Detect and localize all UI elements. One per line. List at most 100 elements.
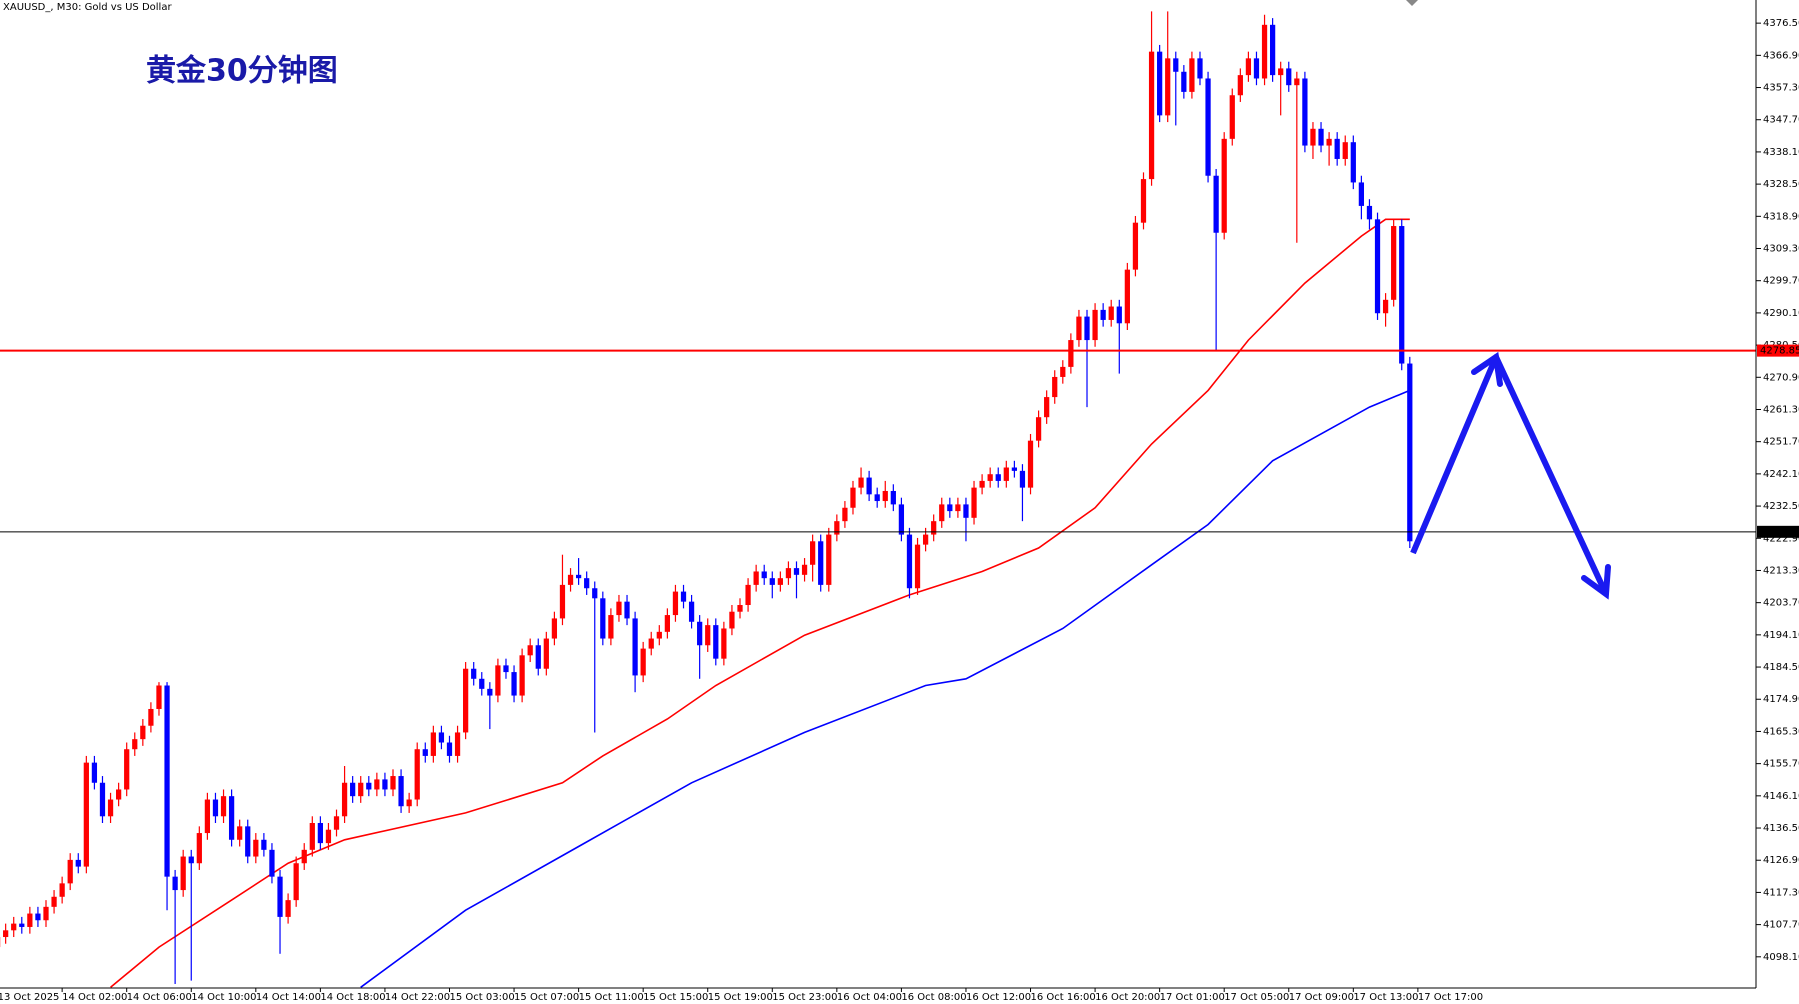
- candle-body: [1407, 363, 1413, 542]
- candle-body: [237, 826, 243, 840]
- y-tick-label: 4126.90: [1763, 855, 1799, 866]
- candle-body: [931, 521, 937, 535]
- candle-body: [519, 655, 525, 696]
- candle-body: [325, 829, 332, 844]
- candle-body: [1374, 219, 1381, 314]
- candle-body: [180, 856, 186, 891]
- x-tick-label: 16 Oct 20:00: [1095, 992, 1160, 1003]
- x-tick-label: 15 Oct 11:00: [579, 992, 644, 1003]
- chart-title: 黄金30分钟图: [146, 54, 338, 89]
- candle-body: [11, 923, 17, 931]
- candle-body: [906, 534, 913, 589]
- x-tick-label: 16 Oct 08:00: [901, 992, 966, 1003]
- candle-body: [1108, 306, 1114, 320]
- candle-body: [874, 494, 880, 502]
- candle-body: [922, 534, 929, 545]
- candle-body: [1132, 222, 1139, 270]
- x-tick-label: 15 Oct 15:00: [643, 992, 708, 1003]
- candle-body: [1278, 68, 1284, 76]
- candle-body: [1382, 299, 1389, 314]
- candle-body: [575, 574, 582, 579]
- x-tick-label: 17 Oct 05:00: [1224, 992, 1289, 1003]
- candle-body: [1286, 68, 1292, 86]
- x-tick-label: 17 Oct 17:00: [1418, 992, 1483, 1003]
- candle-body: [285, 900, 291, 917]
- candle-body: [1269, 24, 1276, 76]
- candle-body: [1157, 51, 1163, 116]
- candle-body: [1318, 128, 1324, 146]
- candle-body: [777, 578, 783, 585]
- candle-body: [35, 913, 41, 921]
- candle-body: [801, 564, 808, 575]
- arrow-head: [1471, 351, 1503, 387]
- candle-body: [132, 739, 138, 750]
- candle-body: [1124, 269, 1130, 324]
- candle-body: [1366, 205, 1373, 220]
- y-tick-label: 4222.90: [1763, 533, 1799, 544]
- candle-body: [1205, 78, 1211, 176]
- candle-body: [204, 799, 211, 834]
- candle-body: [842, 507, 848, 522]
- y-tick-label: 4328.50: [1763, 179, 1799, 190]
- candle-body: [914, 544, 921, 589]
- candle-body: [1350, 142, 1356, 183]
- candle-body: [656, 631, 662, 639]
- x-tick-label: 14 Oct 18:00: [320, 992, 385, 1003]
- candle-body: [511, 672, 517, 696]
- candle-body: [317, 822, 323, 844]
- candle-body: [826, 534, 832, 585]
- candle-body: [1140, 179, 1147, 223]
- candle-body: [680, 591, 687, 602]
- candle-body: [99, 782, 106, 817]
- candle-body: [1399, 226, 1405, 364]
- candle-body: [592, 588, 598, 599]
- y-tick-label: 4098.10: [1763, 952, 1799, 963]
- candle-body: [1116, 306, 1122, 324]
- candle-body: [1253, 58, 1260, 79]
- candle-body: [858, 477, 864, 488]
- price-label: 4278.85: [1760, 346, 1799, 357]
- candle-body: [374, 779, 380, 790]
- x-tick-label: 15 Oct 19:00: [708, 992, 773, 1003]
- arrow-head: [1581, 564, 1611, 600]
- y-tick-label: 4270.90: [1763, 372, 1799, 383]
- x-tick-label: 16 Oct 16:00: [1031, 992, 1096, 1003]
- candle-body: [632, 618, 638, 676]
- candle-body: [890, 490, 896, 505]
- candle-body: [212, 799, 219, 817]
- candle-body: [664, 615, 670, 632]
- candle-body: [761, 571, 767, 579]
- candle-body: [729, 611, 735, 629]
- candle-body: [293, 863, 299, 901]
- candle-body: [608, 615, 614, 639]
- candle-body: [479, 678, 485, 689]
- candle-body: [785, 568, 792, 579]
- moving-average-line: [360, 389, 1411, 988]
- candle-body: [753, 571, 759, 585]
- candle-body: [1294, 78, 1300, 86]
- y-tick-label: 4366.90: [1763, 50, 1799, 61]
- candle-body: [882, 490, 888, 502]
- candle-body: [422, 749, 428, 756]
- candle-body: [358, 782, 364, 797]
- x-tick-label: 17 Oct 09:00: [1289, 992, 1354, 1003]
- candle-body: [898, 504, 905, 535]
- x-tick-label: 15 Oct 23:00: [772, 992, 837, 1003]
- chart-shift-marker: [1406, 0, 1418, 6]
- candle-body: [769, 578, 775, 585]
- candle-body: [398, 776, 404, 807]
- candle-body: [1052, 376, 1058, 398]
- candle-body: [277, 876, 283, 917]
- candle-body: [156, 685, 162, 709]
- candle-body: [471, 668, 477, 679]
- x-tick-label: 16 Oct 12:00: [966, 992, 1031, 1003]
- candle-body: [624, 601, 630, 619]
- y-tick-label: 4376.50: [1763, 18, 1799, 29]
- candle-body: [1173, 58, 1179, 72]
- candle-body: [245, 826, 251, 857]
- candle-body: [1229, 95, 1235, 139]
- y-tick-label: 4194.10: [1763, 630, 1799, 641]
- y-tick-label: 4117.30: [1763, 887, 1799, 898]
- candle-body: [1076, 316, 1082, 341]
- candle-body: [1197, 58, 1203, 79]
